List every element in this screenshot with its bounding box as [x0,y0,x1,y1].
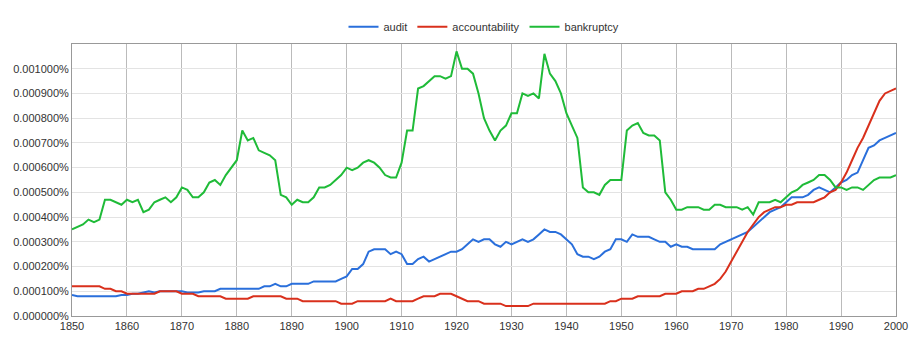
svg-text:0.000300%: 0.000300% [13,236,69,248]
svg-text:1850: 1850 [60,320,84,332]
svg-text:0.000400%: 0.000400% [13,211,69,223]
svg-text:1990: 1990 [829,320,853,332]
svg-text:1920: 1920 [444,320,468,332]
svg-text:1930: 1930 [499,320,523,332]
svg-text:1960: 1960 [664,320,688,332]
svg-text:0.001000%: 0.001000% [13,63,69,75]
svg-text:0.000600%: 0.000600% [13,161,69,173]
svg-text:1980: 1980 [774,320,798,332]
svg-text:1860: 1860 [115,320,139,332]
svg-text:accountability: accountability [452,21,519,33]
svg-text:2000: 2000 [884,320,908,332]
svg-text:1940: 1940 [554,320,578,332]
svg-text:bankruptcy: bankruptcy [565,21,619,33]
svg-text:0.000100%: 0.000100% [13,285,69,297]
svg-text:audit: audit [384,21,408,33]
svg-text:1890: 1890 [279,320,303,332]
svg-text:1950: 1950 [609,320,633,332]
svg-text:1900: 1900 [334,320,358,332]
svg-text:0.000800%: 0.000800% [13,112,69,124]
svg-text:1870: 1870 [170,320,194,332]
svg-text:0.000900%: 0.000900% [13,87,69,99]
svg-text:0.000000%: 0.000000% [13,310,69,322]
svg-text:0.000200%: 0.000200% [13,260,69,272]
svg-text:0.000500%: 0.000500% [13,186,69,198]
svg-text:1910: 1910 [389,320,413,332]
svg-text:1880: 1880 [225,320,249,332]
svg-text:0.000700%: 0.000700% [13,137,69,149]
svg-text:1970: 1970 [719,320,743,332]
